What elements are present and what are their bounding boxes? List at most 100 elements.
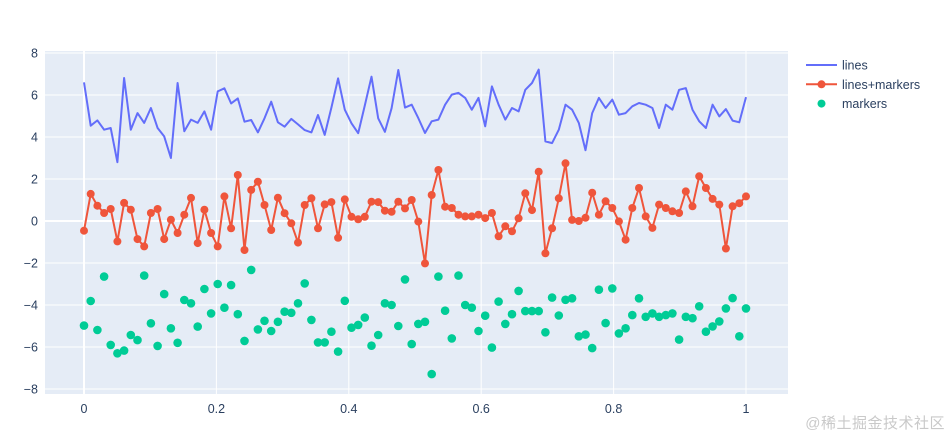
trace-marker-markers bbox=[380, 299, 390, 308]
trace-marker-markers bbox=[180, 295, 189, 305]
trace-marker-lines+markers bbox=[367, 197, 376, 206]
trace-marker-markers bbox=[106, 340, 115, 350]
trace-marker-markers bbox=[688, 313, 697, 323]
trace-marker-markers bbox=[440, 306, 450, 316]
trace-marker-lines+markers bbox=[588, 188, 597, 197]
trace-marker-lines+markers bbox=[374, 198, 383, 207]
trace-marker-lines+markers bbox=[220, 192, 229, 201]
trace-marker-markers bbox=[360, 313, 370, 322]
trace-marker-lines+markers bbox=[521, 189, 530, 198]
trace-marker-lines+markers bbox=[227, 224, 236, 233]
trace-marker-lines+markers bbox=[528, 206, 536, 215]
trace-marker-lines+markers bbox=[474, 210, 483, 219]
trace-marker-lines+markers bbox=[307, 194, 316, 203]
trace-marker-lines+markers bbox=[621, 235, 630, 244]
trace-marker-lines+markers bbox=[501, 222, 510, 231]
trace-marker-markers bbox=[701, 327, 711, 337]
trace-marker-markers bbox=[628, 310, 637, 320]
trace-marker-lines+markers bbox=[735, 199, 744, 208]
trace-marker-markers bbox=[340, 296, 350, 306]
y-tick-label: −8 bbox=[24, 383, 38, 397]
trace-marker-lines+markers bbox=[688, 202, 697, 211]
trace-marker-markers bbox=[347, 323, 356, 333]
trace-marker-lines+markers bbox=[487, 209, 496, 217]
trace-marker-lines+markers bbox=[668, 207, 677, 216]
trace-marker-lines+markers bbox=[80, 226, 88, 235]
trace-marker-markers bbox=[387, 300, 396, 310]
trace-marker-lines+markers bbox=[294, 238, 302, 247]
legend-label: lines bbox=[842, 59, 868, 73]
trace-marker-lines+markers bbox=[614, 217, 623, 226]
legend-item-lines+markers[interactable]: lines+markers bbox=[806, 78, 920, 92]
trace-marker-lines+markers bbox=[146, 209, 155, 217]
legend-label: markers bbox=[842, 97, 887, 111]
legend-symbol-marker bbox=[817, 80, 826, 89]
trace-marker-markers bbox=[253, 325, 263, 334]
trace-marker-lines+markers bbox=[414, 217, 423, 226]
trace-marker-markers bbox=[273, 317, 283, 327]
trace-marker-lines+markers bbox=[454, 210, 463, 219]
trace-marker-markers bbox=[79, 321, 89, 330]
trace-marker-markers bbox=[159, 289, 169, 299]
trace-marker-markers bbox=[407, 339, 417, 349]
trace-marker-lines+markers bbox=[427, 191, 436, 199]
y-tick-label: −4 bbox=[24, 299, 38, 313]
trace-marker-markers bbox=[527, 306, 537, 316]
y-tick-label: 0 bbox=[31, 215, 38, 229]
trace-marker-markers bbox=[648, 309, 657, 318]
trace-marker-lines+markers bbox=[347, 212, 356, 221]
trace-marker-markers bbox=[233, 309, 243, 319]
trace-marker-markers bbox=[715, 317, 724, 326]
trace-marker-markers bbox=[200, 284, 209, 294]
trace-marker-markers bbox=[601, 318, 610, 328]
trace-marker-lines+markers bbox=[334, 233, 343, 242]
trace-marker-lines+markers bbox=[314, 224, 322, 233]
trace-marker-lines+markers bbox=[494, 232, 503, 241]
trace-marker-lines+markers bbox=[447, 204, 456, 212]
trace-marker-lines+markers bbox=[247, 185, 256, 194]
trace-marker-lines+markers bbox=[287, 219, 296, 228]
trace-marker-lines+markers bbox=[568, 215, 577, 224]
trace-marker-lines+markers bbox=[280, 209, 289, 218]
legend-label: lines+markers bbox=[842, 78, 920, 92]
trace-marker-markers bbox=[480, 311, 490, 321]
trace-marker-lines+markers bbox=[655, 200, 664, 209]
trace-marker-lines+markers bbox=[180, 210, 189, 219]
trace-marker-markers bbox=[501, 319, 510, 329]
trace-marker-markers bbox=[741, 304, 751, 313]
trace-marker-lines+markers bbox=[86, 189, 95, 198]
trace-marker-lines+markers bbox=[267, 226, 276, 234]
trace-line-lines+markers bbox=[83, 162, 747, 265]
trace-marker-lines+markers bbox=[387, 207, 396, 216]
trace-marker-lines+markers bbox=[153, 205, 162, 213]
trace-marker-lines+markers bbox=[421, 259, 429, 268]
trace-marker-markers bbox=[534, 306, 543, 316]
trace-marker-markers bbox=[126, 330, 136, 340]
trace-marker-markers bbox=[547, 293, 557, 302]
trace-marker-lines+markers bbox=[481, 214, 490, 223]
legend-item-markers[interactable]: markers bbox=[817, 97, 888, 111]
trace-marker-markers bbox=[554, 311, 564, 320]
trace-marker-markers bbox=[119, 346, 129, 355]
trace-marker-lines+markers bbox=[133, 235, 142, 244]
trace-marker-lines+markers bbox=[661, 204, 670, 212]
trace-marker-markers bbox=[641, 312, 650, 322]
x-tick-label: 0.8 bbox=[605, 402, 622, 416]
trace-marker-markers bbox=[594, 285, 604, 295]
trace-marker-lines+markers bbox=[113, 237, 122, 246]
trace-marker-markers bbox=[333, 347, 343, 356]
trace-marker-lines+markers bbox=[200, 205, 209, 214]
trace-marker-lines+markers bbox=[675, 209, 684, 217]
trace-marker-markers bbox=[394, 321, 403, 331]
trace-marker-markers bbox=[634, 294, 644, 303]
trace-marker-lines+markers bbox=[641, 212, 650, 221]
trace-marker-lines+markers bbox=[401, 204, 409, 213]
trace-marker-markers bbox=[608, 284, 617, 293]
trace-marker-markers bbox=[206, 309, 216, 318]
trace-marker-markers bbox=[454, 271, 463, 280]
trace-marker-markers bbox=[86, 296, 95, 306]
trace-marker-markers bbox=[213, 279, 222, 289]
legend-item-lines[interactable]: lines bbox=[806, 59, 868, 73]
trace-marker-markers bbox=[320, 338, 330, 347]
